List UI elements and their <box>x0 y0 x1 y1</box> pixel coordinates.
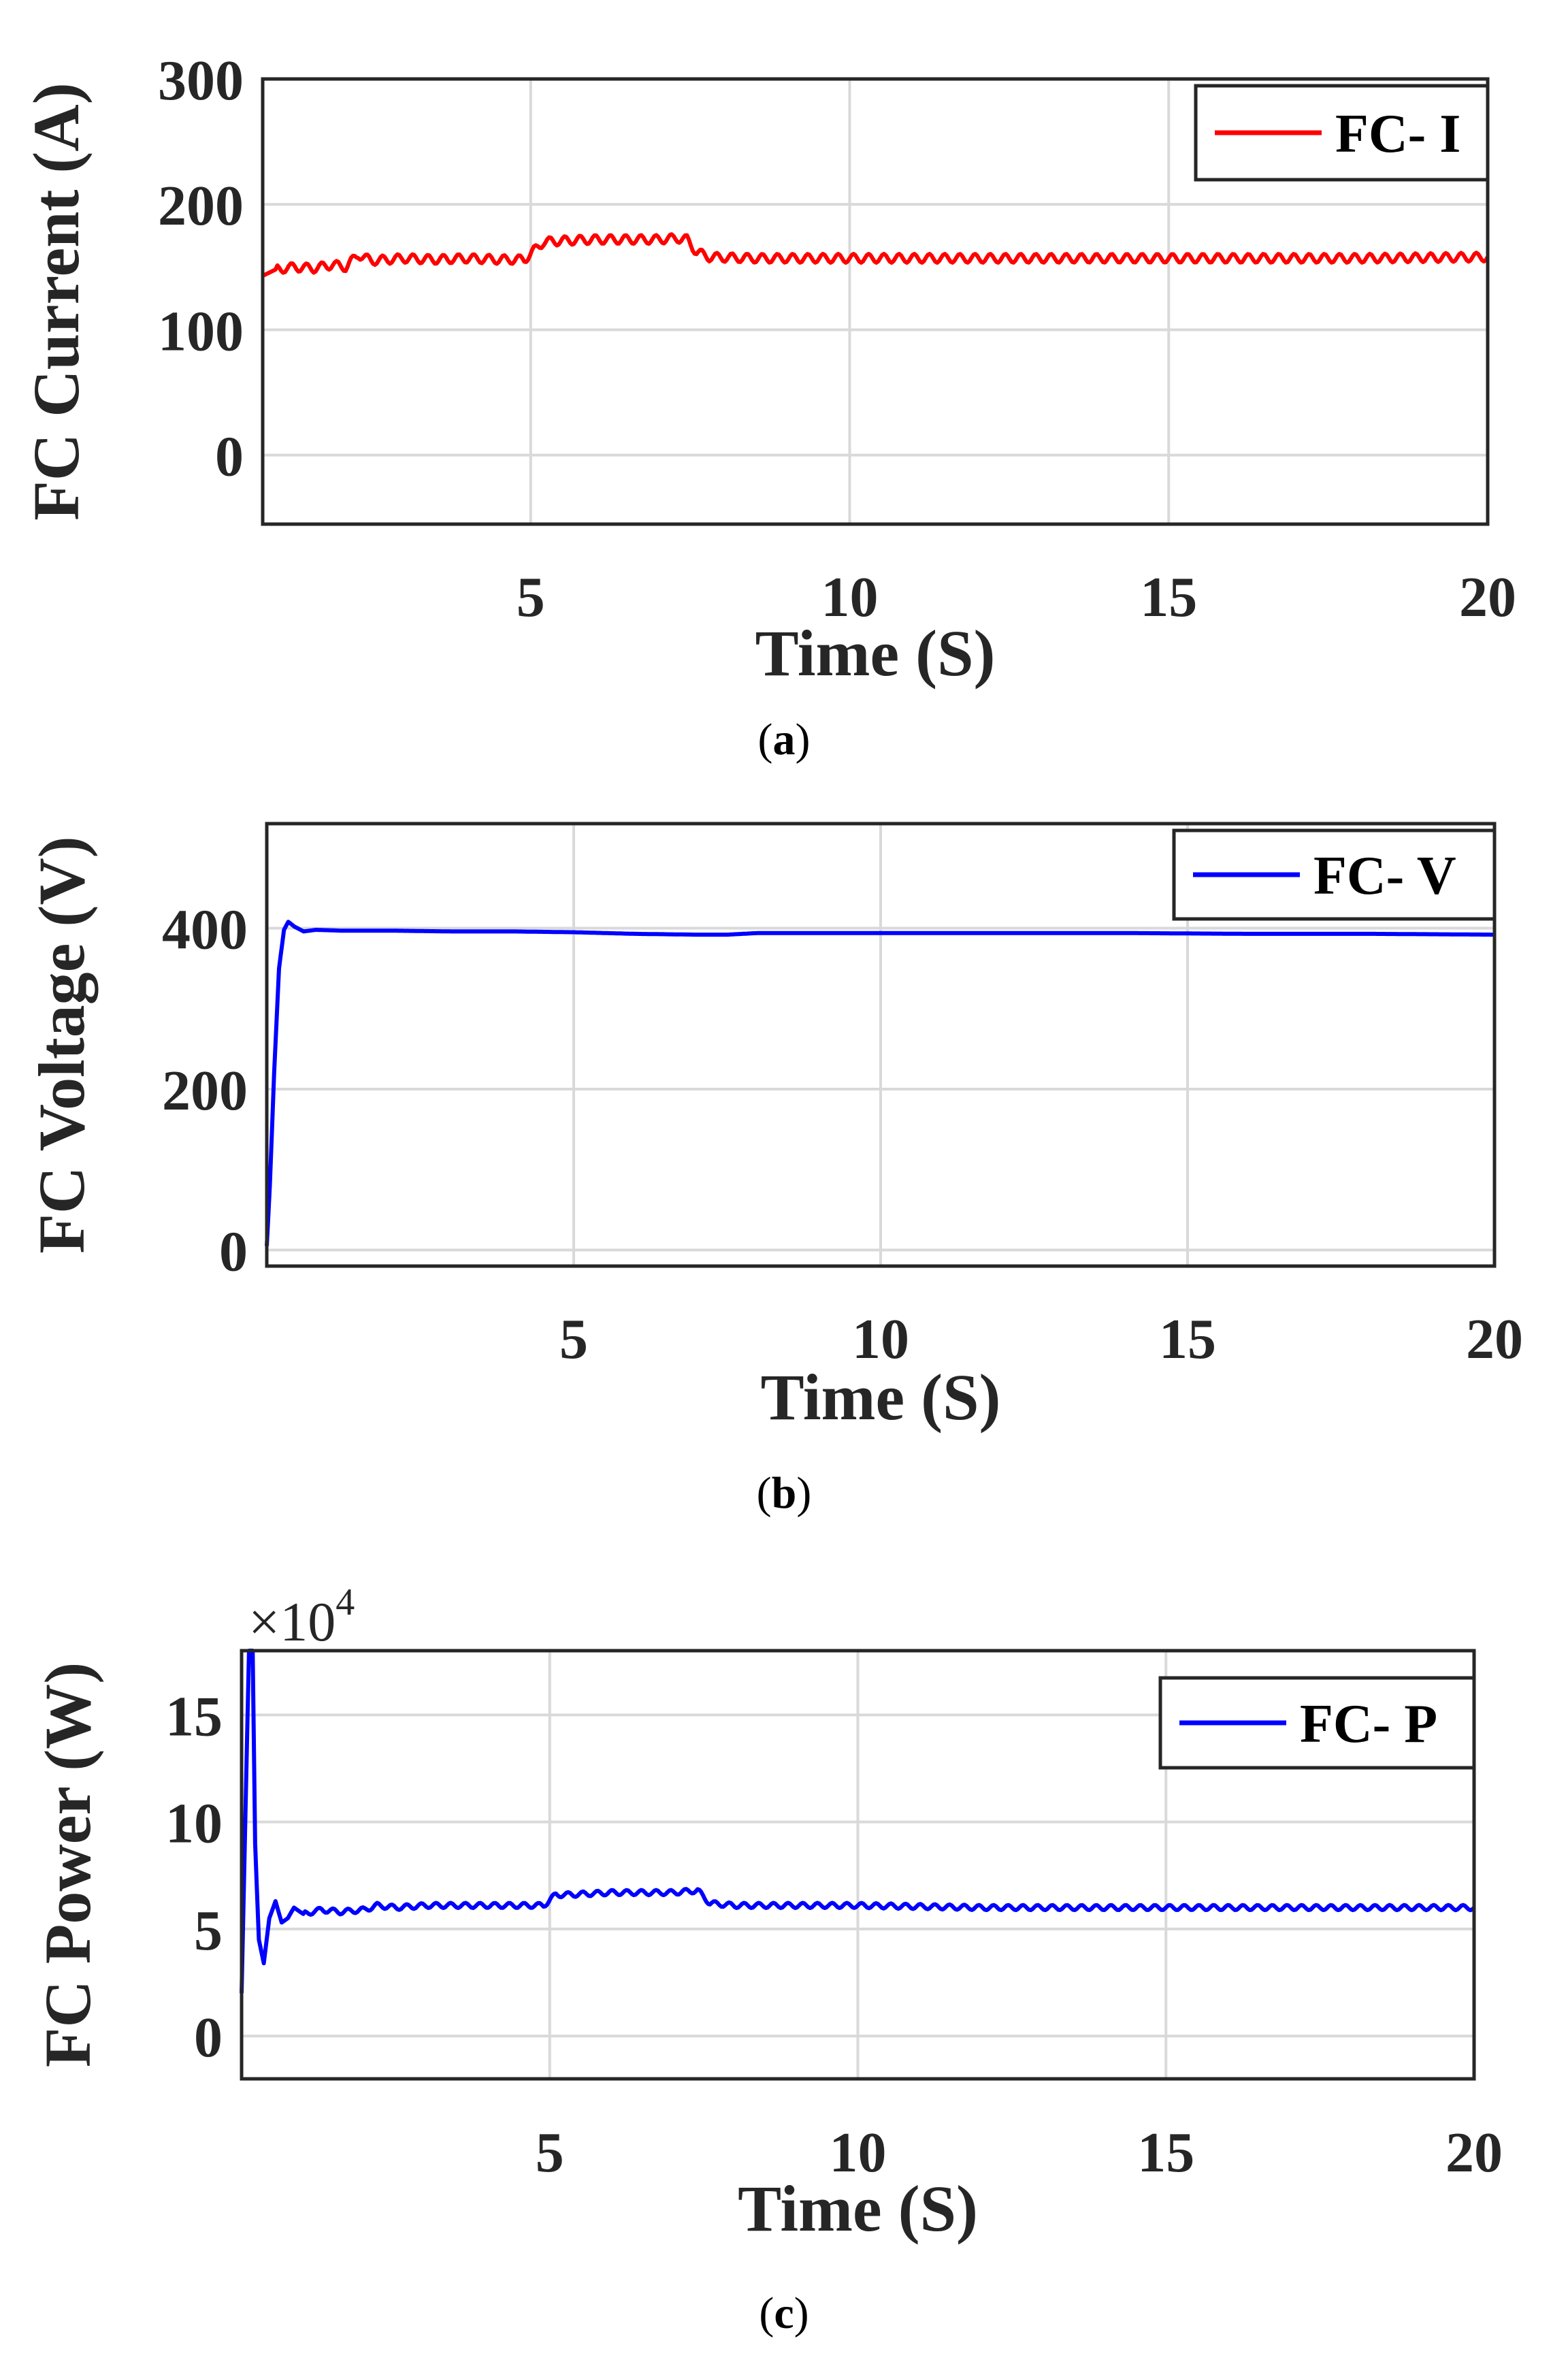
legend-label: FC- I <box>1335 104 1460 164</box>
x-tick-label-0: 5 <box>517 566 545 629</box>
x-tick-label-1: 10 <box>821 566 879 629</box>
x-axis-label: Time (S) <box>755 617 996 690</box>
x-tick-label-0: 5 <box>559 1308 588 1371</box>
y-axis-label: FC Power (W) <box>31 1662 104 2067</box>
axes-frame <box>261 77 1490 526</box>
y-tick-label-1: 5 <box>194 1899 223 1962</box>
y-axis-label: FC Voltage (V) <box>25 836 98 1253</box>
axes-frame <box>240 1649 1476 2081</box>
legend-label: FC- V <box>1313 846 1456 906</box>
caption-open-paren: ( <box>758 715 773 764</box>
caption-close-paren: ) <box>794 2288 809 2338</box>
series-line-0 <box>240 1649 1476 1994</box>
caption-close-paren: ) <box>796 715 811 764</box>
legend-label: FC- P <box>1300 1694 1437 1754</box>
panel-caption: (b) <box>757 1468 812 1518</box>
caption-letter: c <box>774 2288 794 2338</box>
caption-open-paren: ( <box>759 2288 774 2338</box>
x-axis-label: Time (S) <box>738 2172 978 2245</box>
x-tick-label-2: 15 <box>1159 1308 1216 1371</box>
panel-caption: (a) <box>758 715 811 764</box>
y-tick-label-2: 200 <box>158 174 244 238</box>
x-tick-label-1: 10 <box>830 2121 887 2184</box>
y-tick-label-1: 200 <box>162 1059 248 1122</box>
y-tick-label-0: 0 <box>215 425 244 489</box>
series-line-0 <box>265 920 1495 1246</box>
chart-panel-c: 5 10 15 20 0 5 10 15 Time (S) FC Power (W) ×104 FC-… <box>31 1581 1503 2338</box>
x-tick-label-0: 5 <box>536 2121 564 2184</box>
y-tick-label-2: 400 <box>162 899 248 962</box>
x-tick-label-2: 15 <box>1137 2121 1194 2184</box>
axis-multiplier-exponent: 4 <box>336 1581 355 1623</box>
y-tick-label-3: 300 <box>158 49 244 112</box>
legend: FC- P <box>1158 1676 1476 1770</box>
x-tick-label-1: 10 <box>852 1308 909 1371</box>
y-tick-label-2: 10 <box>165 1792 223 1856</box>
panel-caption: (c) <box>759 2288 808 2338</box>
x-tick-label-3: 20 <box>1459 566 1516 629</box>
caption-letter: a <box>773 715 796 764</box>
x-tick-label-3: 20 <box>1446 2121 1503 2184</box>
x-axis-label: Time (S) <box>761 1361 1001 1434</box>
x-tick-label-2: 15 <box>1140 566 1197 629</box>
y-tick-label-1: 100 <box>158 300 244 363</box>
caption-letter: b <box>772 1468 797 1518</box>
y-tick-label-0: 0 <box>194 2006 223 2069</box>
series-line-0 <box>261 232 1490 278</box>
x-tick-label-3: 20 <box>1466 1308 1523 1371</box>
legend: FC- V <box>1172 828 1497 921</box>
y-tick-label-3: 15 <box>165 1685 223 1748</box>
axes-frame <box>265 822 1497 1268</box>
axis-multiplier: ×104 <box>248 1581 355 1653</box>
y-axis-label: FC Current (A) <box>20 82 93 520</box>
y-tick-label-0: 0 <box>219 1220 248 1283</box>
caption-close-paren: ) <box>796 1468 811 1518</box>
legend: FC- I <box>1194 84 1490 182</box>
caption-open-paren: ( <box>757 1468 772 1518</box>
